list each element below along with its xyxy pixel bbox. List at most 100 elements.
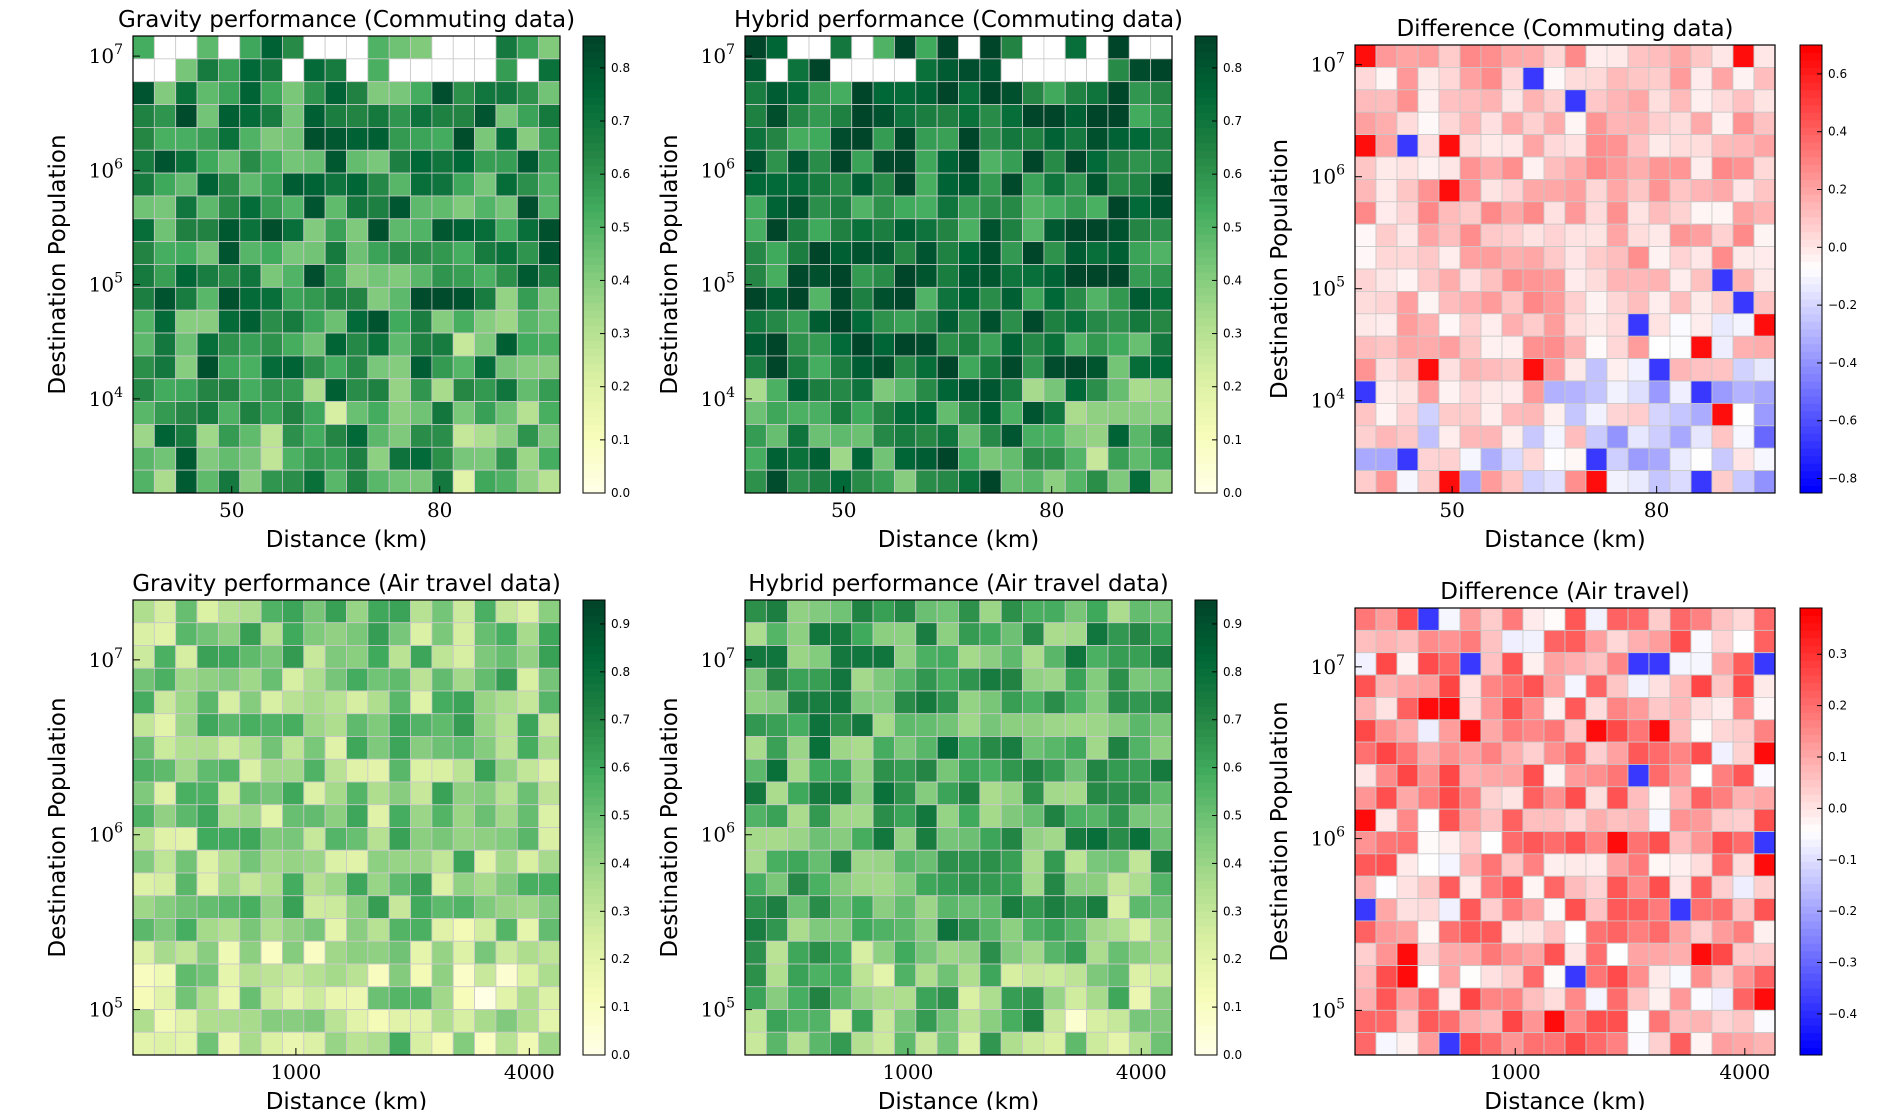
heatmap-cell [132, 827, 155, 851]
heatmap-cell [1043, 401, 1066, 425]
heatmap-cell [388, 264, 411, 288]
heatmap-cell [1375, 697, 1398, 721]
heatmap-cell [1627, 89, 1650, 113]
heatmap-cell [1438, 89, 1461, 113]
heatmap-cell [452, 401, 476, 425]
colorbar-tick-label: 0.0 [1223, 1048, 1242, 1062]
heatmap-cell [196, 713, 219, 737]
heatmap-cell [452, 355, 476, 380]
heatmap-cell [1438, 831, 1461, 855]
heatmap-cell [1732, 268, 1755, 292]
heatmap-cell [1354, 898, 1377, 922]
heatmap-cell [1043, 241, 1066, 265]
heatmap-cell [1375, 89, 1398, 113]
colorbar-segment [583, 157, 605, 166]
heatmap-cell [1711, 1009, 1734, 1034]
heatmap-cell [1150, 986, 1173, 1010]
colorbar-segment [1800, 935, 1822, 944]
heatmap-cell [1501, 402, 1524, 427]
heatmap-cell [1417, 607, 1440, 631]
heatmap-cell [303, 758, 326, 783]
heatmap-cell [217, 378, 241, 403]
heatmap-cell [915, 963, 938, 988]
heatmap-cell [1064, 918, 1088, 942]
heatmap-cell [196, 895, 219, 919]
heatmap-cell [744, 195, 767, 220]
heatmap-cell [1711, 178, 1734, 203]
heatmap-cell [1627, 965, 1650, 989]
heatmap-cell [346, 286, 369, 311]
heatmap-cell [894, 849, 917, 874]
heatmap-cell [474, 895, 497, 919]
heatmap-cell [452, 781, 476, 806]
heatmap-cell [1732, 470, 1755, 494]
colorbar-tick-label: 0.0 [611, 1048, 630, 1062]
heatmap-cell [1150, 1031, 1173, 1056]
heatmap-cell [516, 58, 540, 83]
heatmap-cell [1396, 201, 1419, 225]
heatmap-cell [744, 1009, 767, 1033]
heatmap-cell [388, 127, 411, 151]
heatmap-cell [303, 172, 326, 197]
heatmap-cell [915, 645, 938, 669]
heatmap-cell [1648, 67, 1671, 91]
heatmap-cell [1606, 67, 1629, 91]
heatmap-cell [1396, 335, 1419, 360]
heatmap-cell [1417, 831, 1440, 855]
heatmap-cell [282, 1031, 305, 1056]
heatmap-cell [153, 690, 177, 715]
heatmap-cell [452, 218, 476, 243]
heatmap-cell [830, 446, 853, 471]
heatmap-cell [495, 758, 518, 783]
heatmap-cell [1522, 89, 1545, 113]
heatmap-cell [410, 713, 433, 737]
x-axis-label: Distance (km) [1484, 527, 1646, 553]
colorbar-segment [1195, 926, 1217, 935]
x-tick-label: 80 [1644, 498, 1669, 522]
heatmap-cell [1564, 965, 1587, 989]
heatmap-cell [516, 401, 540, 425]
heatmap-cell [1606, 898, 1629, 922]
heatmap-cell [1648, 380, 1671, 404]
colorbar-segment [1800, 1032, 1822, 1041]
colorbar-tick-label: 0.8 [611, 61, 630, 75]
heatmap-cell [1128, 241, 1152, 265]
heatmap-cell [1000, 35, 1023, 60]
heatmap-cell [744, 1031, 767, 1056]
chart-title: Difference (Commuting data) [1396, 16, 1733, 42]
colorbar-segment [1800, 440, 1822, 449]
heatmap-cell [1711, 358, 1734, 382]
heatmap-cell [346, 309, 369, 334]
colorbar-tick-label: 0.0 [611, 486, 630, 500]
colorbar-segment [1800, 425, 1822, 434]
chart-title: Hybrid performance (Commuting data) [734, 7, 1183, 33]
colorbar-segment [1800, 794, 1822, 803]
heatmap-cell [1354, 697, 1377, 721]
heatmap-cell [324, 872, 347, 897]
heatmap-cell [958, 599, 981, 624]
heatmap-cell [894, 218, 917, 243]
heatmap-cell [132, 758, 155, 783]
heatmap-cell [516, 872, 540, 897]
heatmap-cell [1585, 831, 1608, 855]
x-tick-label: 1000 [1490, 1060, 1541, 1084]
heatmap-cell [324, 195, 347, 220]
heatmap-cell [1711, 987, 1734, 1011]
colorbar-segment [1800, 675, 1822, 683]
heatmap-cell [239, 35, 262, 60]
heatmap-cell [1522, 853, 1545, 877]
heatmap-cell [1669, 380, 1692, 404]
heatmap-cell [410, 378, 433, 403]
heatmap-cell [1459, 652, 1482, 676]
y-tick-label: 105 [701, 271, 735, 297]
heatmap-cell [808, 58, 831, 83]
colorbar-segment [583, 470, 605, 479]
heatmap-cell [808, 81, 831, 105]
heatmap-cell [516, 827, 540, 851]
heatmap-cell [239, 378, 262, 403]
heatmap-cell [1396, 134, 1419, 158]
heatmap-cell [894, 713, 917, 737]
heatmap-cell [1417, 1032, 1440, 1056]
heatmap-cell [787, 645, 810, 669]
heatmap-cell [153, 599, 177, 624]
